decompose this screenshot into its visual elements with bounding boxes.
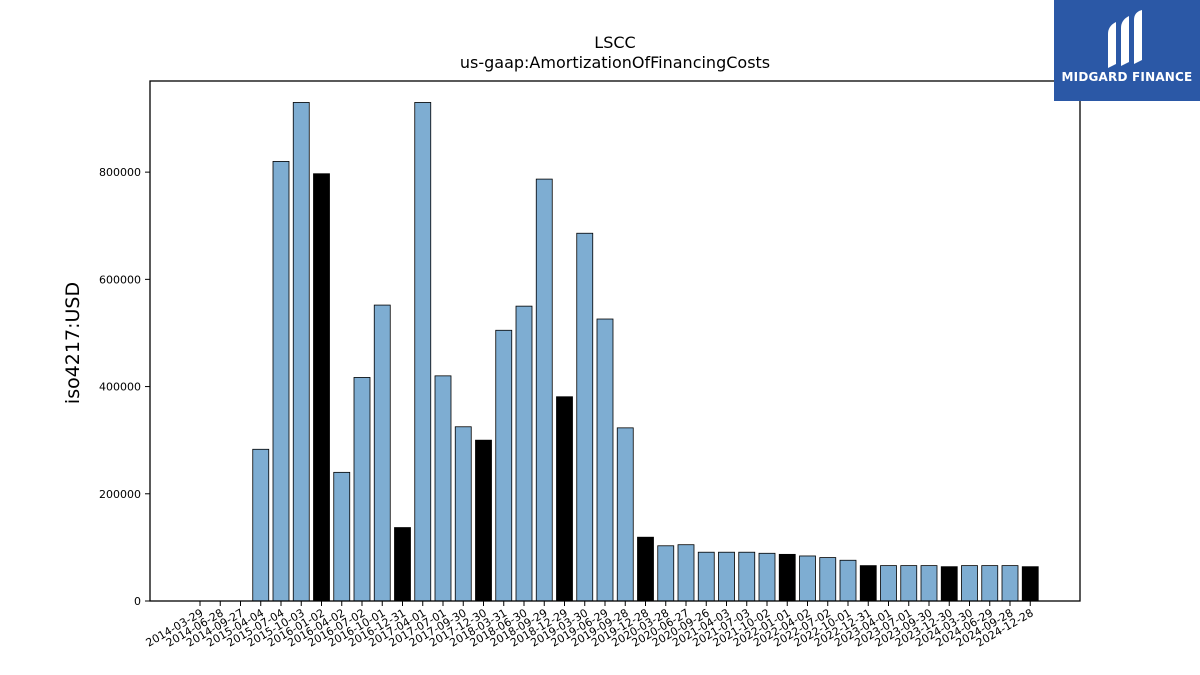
bar	[758, 552, 776, 602]
y-tick-label: 400000	[99, 381, 141, 394]
y-tick-label: 600000	[99, 273, 141, 286]
bar	[657, 545, 675, 602]
bar	[1021, 566, 1039, 602]
bar	[556, 396, 573, 602]
bar	[778, 553, 796, 602]
midgard-finance-logo: MIDGARD FINANCE	[1054, 0, 1200, 101]
bar	[353, 377, 371, 602]
bar	[252, 448, 270, 602]
bar	[495, 329, 513, 602]
bar	[313, 173, 330, 602]
bar	[697, 551, 715, 602]
bar	[920, 565, 938, 602]
bar	[414, 102, 432, 602]
bar	[981, 565, 999, 602]
bar	[576, 232, 594, 602]
y-tick-label: 0	[134, 595, 141, 608]
plot-frame	[149, 80, 1081, 602]
y-tick-label: 800000	[99, 166, 141, 179]
midgard-logo-icon	[1108, 10, 1142, 68]
bar	[839, 559, 857, 602]
y-tick-label: 200000	[99, 488, 141, 501]
bar	[394, 527, 411, 602]
bars-group	[252, 102, 1039, 602]
bar	[454, 426, 472, 602]
bar	[515, 305, 533, 602]
bar	[900, 565, 918, 602]
chart-subtitle: us-gaap:AmortizationOfFinancingCosts	[460, 53, 770, 72]
x-ticks-group: 2014-03-292014-06-282014-09-272015-04-04…	[144, 601, 1036, 650]
bar	[616, 427, 634, 602]
bar	[738, 551, 756, 602]
bar	[333, 471, 351, 602]
bar	[859, 565, 877, 602]
bar	[799, 555, 816, 602]
y-ticks-group: 0 200000 400000 600000 800000	[99, 166, 150, 608]
bar	[434, 375, 452, 602]
y-axis-label: iso4217:USD	[62, 282, 84, 404]
bar	[535, 178, 553, 602]
bar	[637, 536, 654, 602]
bar	[961, 565, 978, 602]
bar	[880, 565, 897, 602]
bar	[373, 304, 391, 602]
bar	[718, 551, 735, 602]
bar	[475, 439, 492, 602]
bar	[1001, 565, 1019, 602]
bar	[272, 161, 290, 602]
bar	[677, 544, 695, 602]
bar	[292, 102, 310, 602]
chart-title: LSCC	[594, 33, 635, 52]
bar	[940, 566, 958, 602]
bar	[596, 318, 614, 602]
bar	[819, 557, 837, 602]
logo-text: MIDGARD FINANCE	[1061, 70, 1193, 84]
